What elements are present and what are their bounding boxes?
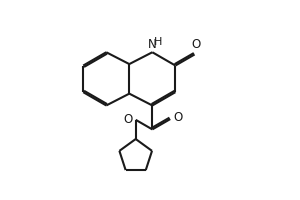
Text: O: O xyxy=(191,38,201,51)
Text: O: O xyxy=(173,111,182,124)
Text: N: N xyxy=(148,38,157,51)
Text: H: H xyxy=(154,37,162,47)
Text: O: O xyxy=(123,113,132,126)
